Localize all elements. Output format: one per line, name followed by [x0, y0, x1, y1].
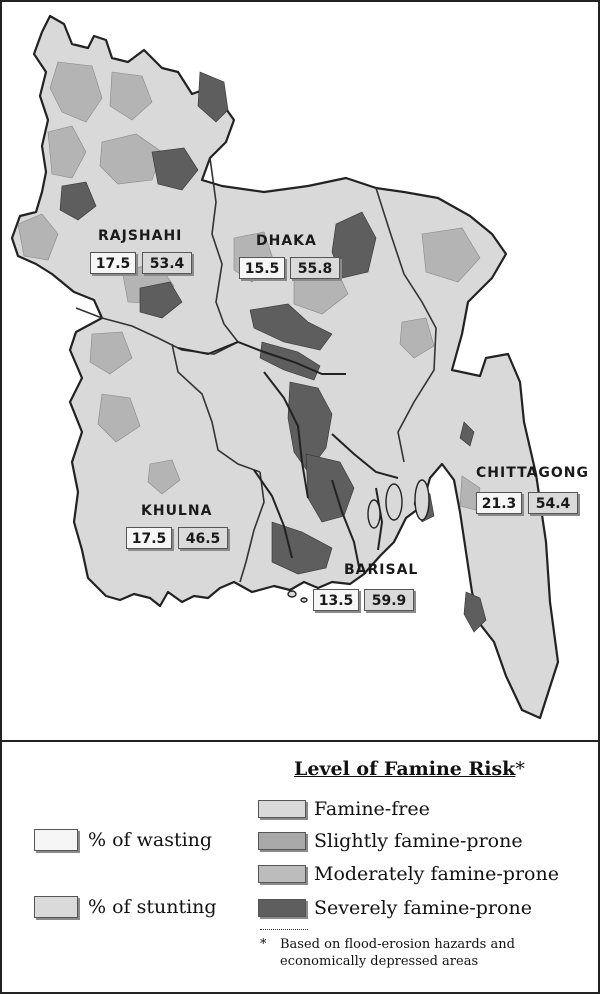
boundary-khulna-dhaka: [171, 343, 261, 473]
stunting-value-chittagong: 54.4: [528, 492, 578, 514]
region-label-rajshahi: RAJSHAHI: [98, 228, 183, 244]
legend-title: Level of Famine Risk*: [294, 758, 525, 780]
wasting-swatch: [34, 829, 78, 851]
legend-title-text: Level of Famine Risk: [294, 758, 516, 780]
region-label-barisal: BARISAL: [344, 562, 419, 578]
severely-famine-prone-label: Severely famine-prone: [314, 897, 532, 919]
slightly-famine-prone-label: Slightly famine-prone: [314, 830, 523, 852]
boundary-dhaka-chittagong: [375, 187, 437, 463]
footnote-rule: [260, 929, 308, 930]
footnote-marker: *: [260, 937, 267, 952]
famine-free-label: Famine-free: [314, 798, 430, 820]
footnote-line1: Based on flood-erosion hazards and: [280, 937, 515, 952]
boundary-rajshahi-dhaka: [209, 157, 239, 343]
moderately-famine-prone-label: Moderately famine-prone: [314, 863, 559, 885]
stunting-value-barisal: 59.9: [364, 589, 414, 611]
bangladesh-map: [10, 14, 560, 720]
stunting-value-rajshahi: 53.4: [142, 252, 192, 274]
moderately-famine-prone-swatch: [258, 865, 306, 883]
coastal-islands: [287, 479, 430, 603]
slightly-famine-prone-swatch: [258, 832, 306, 850]
wasting-value-rajshahi: 17.5: [90, 252, 136, 274]
wasting-value-barisal: 13.5: [313, 589, 359, 611]
wasting-value-chittagong: 21.3: [476, 492, 522, 514]
stunting-value-dhaka: 55.8: [290, 257, 340, 279]
legend-divider: [2, 740, 598, 742]
footnote-line2: economically depressed areas: [280, 954, 479, 969]
river-delta: [177, 340, 399, 573]
stunting-swatch: [34, 896, 78, 918]
region-label-dhaka: DHAKA: [256, 233, 317, 249]
map-area: RAJSHAHI 17.5 53.4 DHAKA 15.5 55.8 KHULN…: [2, 2, 598, 740]
famine-free-swatch: [258, 800, 306, 818]
boundary-rajshahi-khulna: [75, 307, 239, 355]
wasting-label: % of wasting: [88, 829, 213, 851]
wasting-value-dhaka: 15.5: [239, 257, 285, 279]
legend-title-marker: *: [515, 758, 525, 780]
severely-famine-prone-swatch: [258, 899, 306, 917]
stunting-value-khulna: 46.5: [178, 527, 228, 549]
footnote: * Based on flood-erosion hazards and econ…: [260, 936, 580, 970]
region-label-chittagong: CHITTAGONG: [476, 465, 589, 481]
wasting-value-khulna: 17.5: [126, 527, 172, 549]
region-label-khulna: KHULNA: [141, 503, 213, 519]
stunting-label: % of stunting: [88, 896, 217, 918]
boundary-khulna-barisal: [239, 471, 265, 583]
